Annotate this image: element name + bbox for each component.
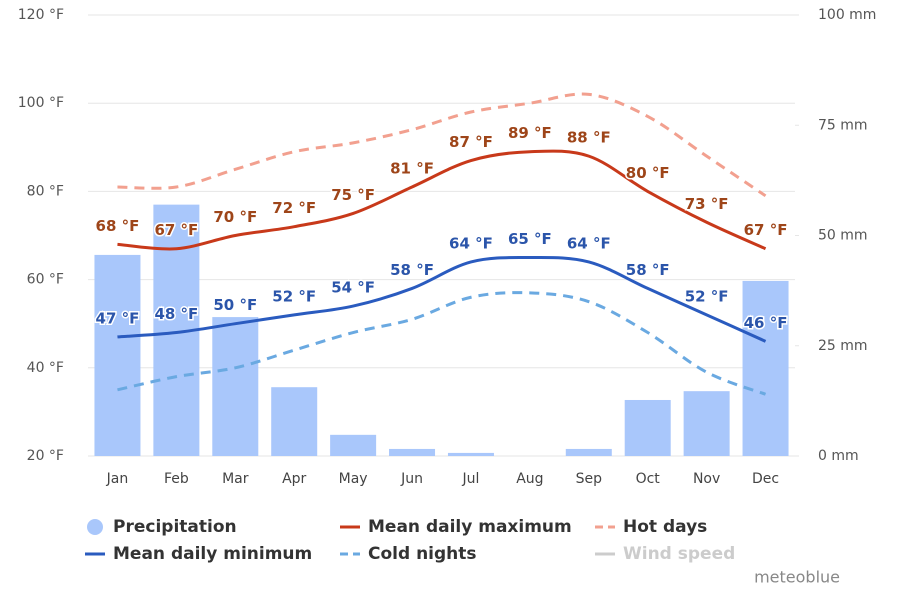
- x-tick-label: Aug: [516, 471, 543, 487]
- series-line: [117, 92, 767, 198]
- y-tick-label: 40 °F: [27, 360, 64, 376]
- precip-bar: [212, 317, 259, 456]
- x-tick-label: Oct: [636, 471, 661, 487]
- data-label: 58 °F: [626, 261, 670, 279]
- y-tick-label: 120 °F: [18, 7, 64, 23]
- watermark: meteoblue: [754, 568, 840, 587]
- x-tick-label: Jan: [106, 471, 129, 487]
- data-label: 47 °F: [96, 309, 140, 327]
- y-tick-label: 100 °F: [18, 95, 64, 111]
- x-tick-label: Jul: [462, 471, 480, 487]
- data-label: 65 °F: [508, 230, 552, 248]
- y2-tick-label: 100 mm: [818, 7, 876, 23]
- precip-bar: [447, 452, 494, 456]
- x-tick-label: Dec: [752, 471, 779, 487]
- x-tick-label: Jun: [400, 471, 423, 487]
- legend-label: Mean daily maximum: [368, 517, 572, 537]
- legend-label: Hot days: [623, 517, 707, 537]
- data-label: 80 °F: [626, 164, 670, 182]
- y-tick-label: 80 °F: [27, 183, 64, 199]
- precip-bar: [94, 254, 141, 456]
- precip-bar: [624, 399, 671, 456]
- x-tick-label: Apr: [282, 471, 306, 487]
- x-tick-label: May: [339, 471, 368, 487]
- data-label: 48 °F: [154, 305, 198, 323]
- y-tick-label: 20 °F: [27, 448, 64, 464]
- x-tick-label: Mar: [222, 471, 249, 487]
- data-label: 46 °F: [744, 314, 788, 332]
- legend-symbol: [87, 519, 103, 535]
- series-line: [117, 291, 767, 396]
- data-label: 89 °F: [508, 124, 552, 142]
- precip-bar: [330, 434, 377, 456]
- data-label: 73 °F: [685, 195, 729, 213]
- y2-tick-label: 0 mm: [818, 448, 859, 464]
- y2-tick-label: 25 mm: [818, 338, 868, 354]
- legend-label: Mean daily minimum: [113, 544, 312, 564]
- x-tick-label: Nov: [693, 471, 720, 487]
- precip-bar: [271, 387, 318, 456]
- data-label: 75 °F: [331, 186, 375, 204]
- precip-bar: [683, 391, 730, 456]
- legend-label: Wind speed: [623, 544, 735, 564]
- data-label: 67 °F: [154, 221, 198, 239]
- legend-label: Cold nights: [368, 544, 477, 564]
- x-tick-label: Sep: [576, 471, 603, 487]
- data-label: 52 °F: [272, 287, 316, 305]
- data-label: 64 °F: [449, 234, 493, 252]
- data-label: 67 °F: [744, 221, 788, 239]
- data-label: 87 °F: [449, 133, 493, 151]
- y2-tick-label: 50 mm: [818, 228, 868, 244]
- data-label: 68 °F: [96, 217, 140, 235]
- series-line: [117, 149, 767, 251]
- data-label: 70 °F: [213, 208, 257, 226]
- data-label: 88 °F: [567, 129, 611, 147]
- data-label: 58 °F: [390, 261, 434, 279]
- data-label: 52 °F: [685, 287, 729, 305]
- data-label: 54 °F: [331, 279, 375, 297]
- data-label: 50 °F: [213, 296, 257, 314]
- data-label: 81 °F: [390, 159, 434, 177]
- y-tick-label: 60 °F: [27, 272, 64, 288]
- x-tick-label: Feb: [164, 471, 189, 487]
- legend-label: Precipitation: [113, 517, 237, 537]
- y2-tick-label: 75 mm: [818, 117, 868, 133]
- data-label: 64 °F: [567, 234, 611, 252]
- series-line: [117, 256, 767, 343]
- data-label: 72 °F: [272, 199, 316, 217]
- precip-bar: [565, 448, 612, 456]
- precip-bar: [742, 280, 789, 456]
- precip-bar: [389, 448, 436, 456]
